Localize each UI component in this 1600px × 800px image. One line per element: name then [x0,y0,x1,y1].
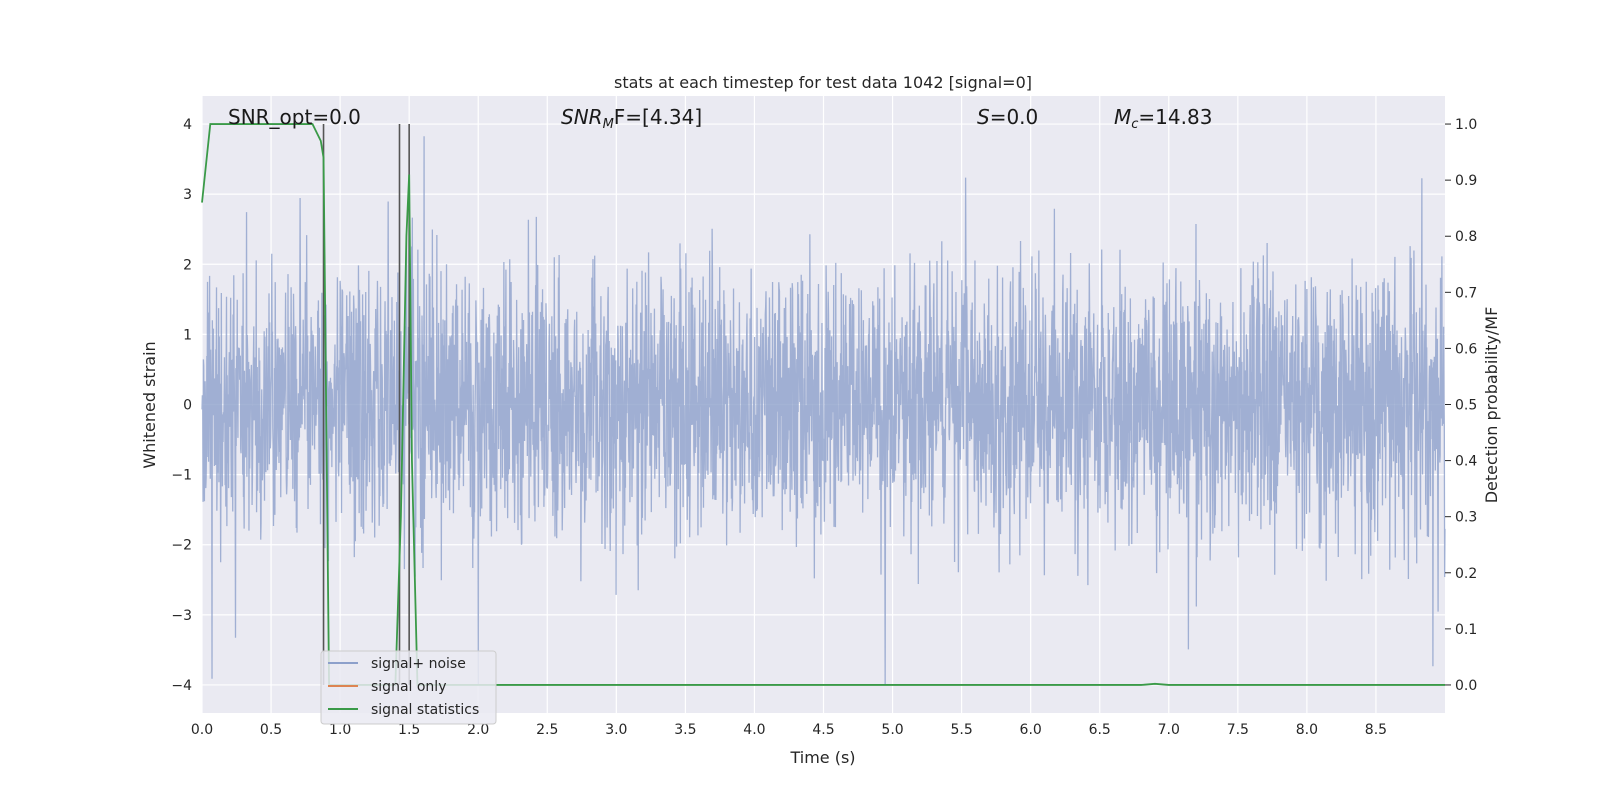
legend-box [320,650,497,725]
y-left-tick-label-7: −3 [171,608,192,624]
y-right-tick-label-1: 0.9 [1455,173,1477,189]
x-tick-label-9: 4.5 [812,722,834,738]
x-tick-label-17: 8.5 [1365,722,1387,738]
annotation-snr-mf: SNRMF=[4.34] [561,105,702,132]
y-left-tick-label-2: 2 [183,257,192,273]
y-left-tick-label-1: 3 [183,187,192,203]
y-left-tick-label-4: 0 [183,398,192,414]
annotation-s-value: =0.0 [990,105,1039,129]
y-right-tick-label-6: 0.4 [1455,454,1477,470]
x-tick-label-1: 0.5 [260,722,282,738]
x-tick-label-3: 1.5 [398,722,420,738]
annotation-mc-subscript: c [1131,117,1138,132]
x-tick-label-14: 7.0 [1158,722,1180,738]
y-left-tick-label-6: −2 [171,538,192,554]
x-tick-label-12: 6.0 [1020,722,1042,738]
x-tick-label-4: 2.0 [467,722,489,738]
y-left-tick-label-3: 1 [183,327,192,343]
legend-label-signal-only: signal only [371,679,446,695]
x-tick-label-6: 3.0 [605,722,627,738]
legend-label-signal-statistics: signal statistics [371,702,479,718]
annotation-mc-value: =14.83 [1138,105,1212,129]
annotation-snr-opt: SNR_opt=0.0 [228,105,361,129]
y-right-tick-label-4: 0.6 [1455,341,1477,357]
y-right-tick-label-3: 0.7 [1455,285,1477,301]
x-tick-label-11: 5.5 [950,722,972,738]
y-right-tick-label-8: 0.2 [1455,566,1477,582]
annotation-mc-symbol: M [1114,105,1131,129]
y-right-ticks: 1.0 0.9 0.8 0.7 0.6 0.5 0.4 0.3 0.2 0.1 0.0 [1445,117,1477,694]
x-tick-label-13: 6.5 [1089,722,1111,738]
annotation-s-symbol: S [977,105,990,129]
annotation-snr-mf-value: F=[4.34] [614,105,702,129]
x-tick-label-10: 5.0 [881,722,903,738]
x-ticks: 0.0 0.5 1.0 1.5 2.0 2.5 3.0 3.5 4.0 4.5 5.0 5.5 6.0 6… [191,722,1387,738]
legend: signal+ noise signal only signal statist… [320,650,497,725]
x-tick-label-5: 2.5 [536,722,558,738]
y-left-tick-label-8: −4 [171,678,192,694]
y-left-axis-label: Whitened strain [140,341,159,468]
y-right-tick-label-10: 0.0 [1455,678,1477,694]
x-axis-label: Time (s) [789,748,855,767]
annotation-mc: Mc=14.83 [1114,105,1212,132]
y-right-tick-label-0: 1.0 [1455,117,1477,133]
y-left-tick-label-0: 4 [183,117,192,133]
y-left-ticks: 4 3 2 1 0 −1 −2 −3 −4 [171,117,192,694]
chart-title: stats at each timestep for test data 104… [614,73,1032,92]
legend-label-signal-noise: signal+ noise [371,656,466,672]
y-right-tick-label-5: 0.5 [1455,398,1477,414]
y-right-axis-label: Detection probability/MF [1482,307,1501,504]
y-right-tick-label-2: 0.8 [1455,229,1477,245]
annotation-snr-mf-symbol: SNR [561,105,603,129]
x-tick-label-15: 7.5 [1227,722,1249,738]
y-right-tick-label-9: 0.1 [1455,622,1477,638]
annotation-snr-mf-subscript: M [603,117,614,132]
y-right-tick-label-7: 0.3 [1455,510,1477,526]
x-tick-label-16: 8.0 [1296,722,1318,738]
x-tick-label-0: 0.0 [191,722,213,738]
y-left-tick-label-5: −1 [171,468,192,484]
x-tick-label-8: 4.0 [743,722,765,738]
x-tick-label-7: 3.5 [674,722,696,738]
x-tick-label-2: 1.0 [329,722,351,738]
annotation-s: S=0.0 [977,105,1038,129]
